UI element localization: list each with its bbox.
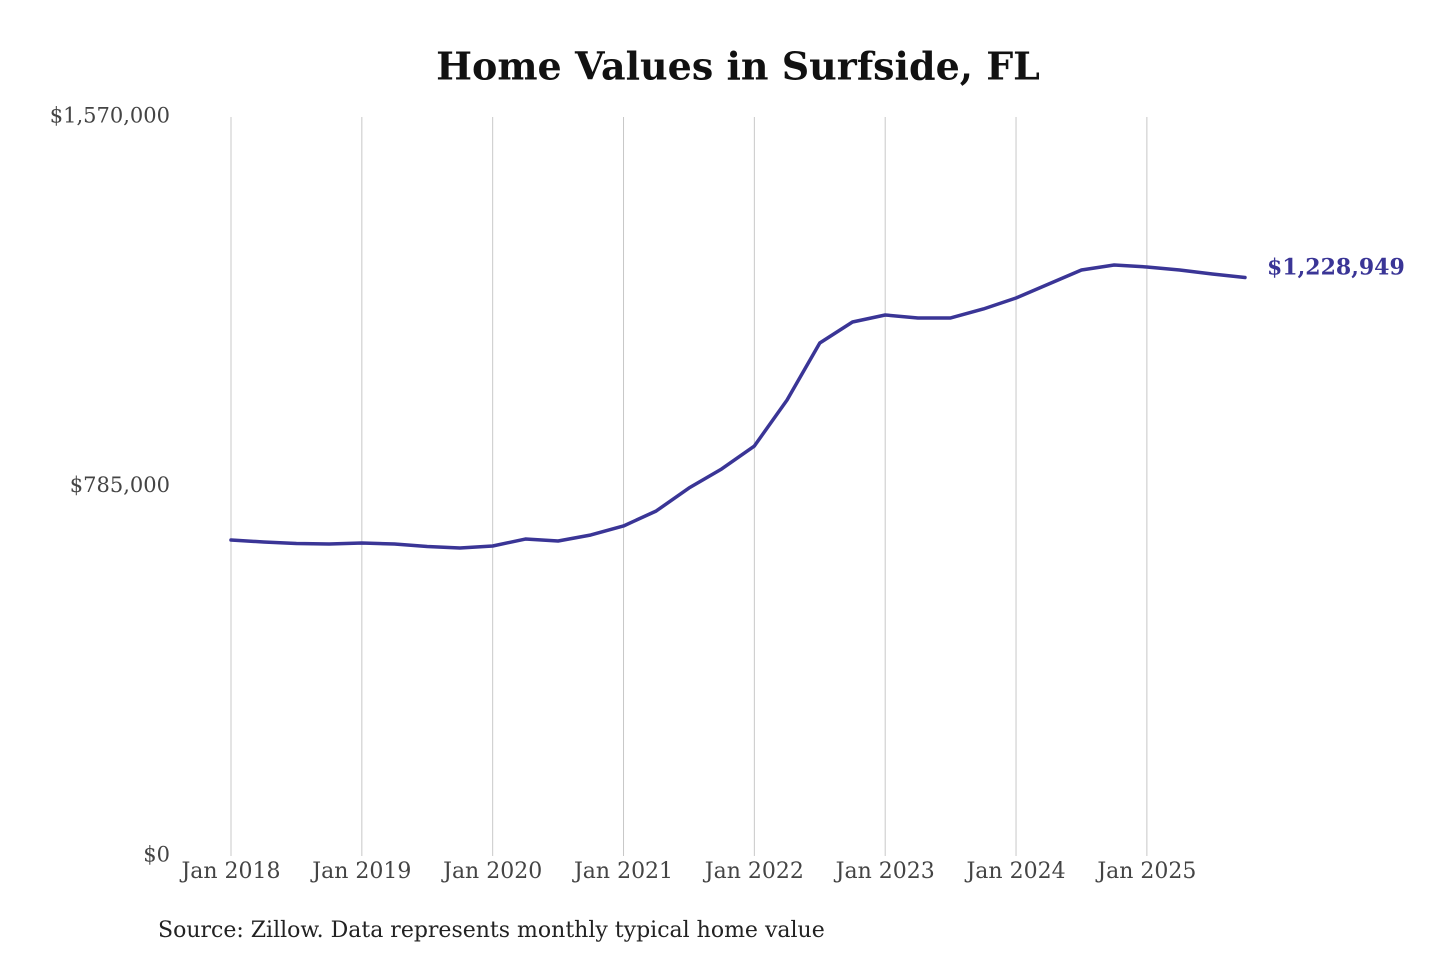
x-tick-label: Jan 2020 bbox=[441, 859, 542, 884]
x-tick-label: Jan 2024 bbox=[964, 859, 1065, 884]
y-tick-label: $785,000 bbox=[70, 473, 170, 497]
x-tick-label: Jan 2023 bbox=[834, 859, 935, 884]
x-tick-label: Jan 2018 bbox=[179, 859, 280, 884]
end-value-label: $1,228,949 bbox=[1267, 255, 1405, 281]
y-tick-label: $1,570,000 bbox=[50, 104, 170, 128]
x-tick-label: Jan 2019 bbox=[310, 859, 411, 884]
x-tick-label: Jan 2025 bbox=[1095, 859, 1196, 884]
chart-title: Home Values in Surfside, FL bbox=[436, 44, 1040, 89]
x-tick-label: Jan 2021 bbox=[572, 859, 673, 884]
source-note: Source: Zillow. Data represents monthly … bbox=[158, 918, 825, 943]
line-series bbox=[229, 263, 1247, 550]
x-tick-label: Jan 2022 bbox=[703, 859, 804, 884]
y-tick-label: $0 bbox=[143, 843, 170, 867]
